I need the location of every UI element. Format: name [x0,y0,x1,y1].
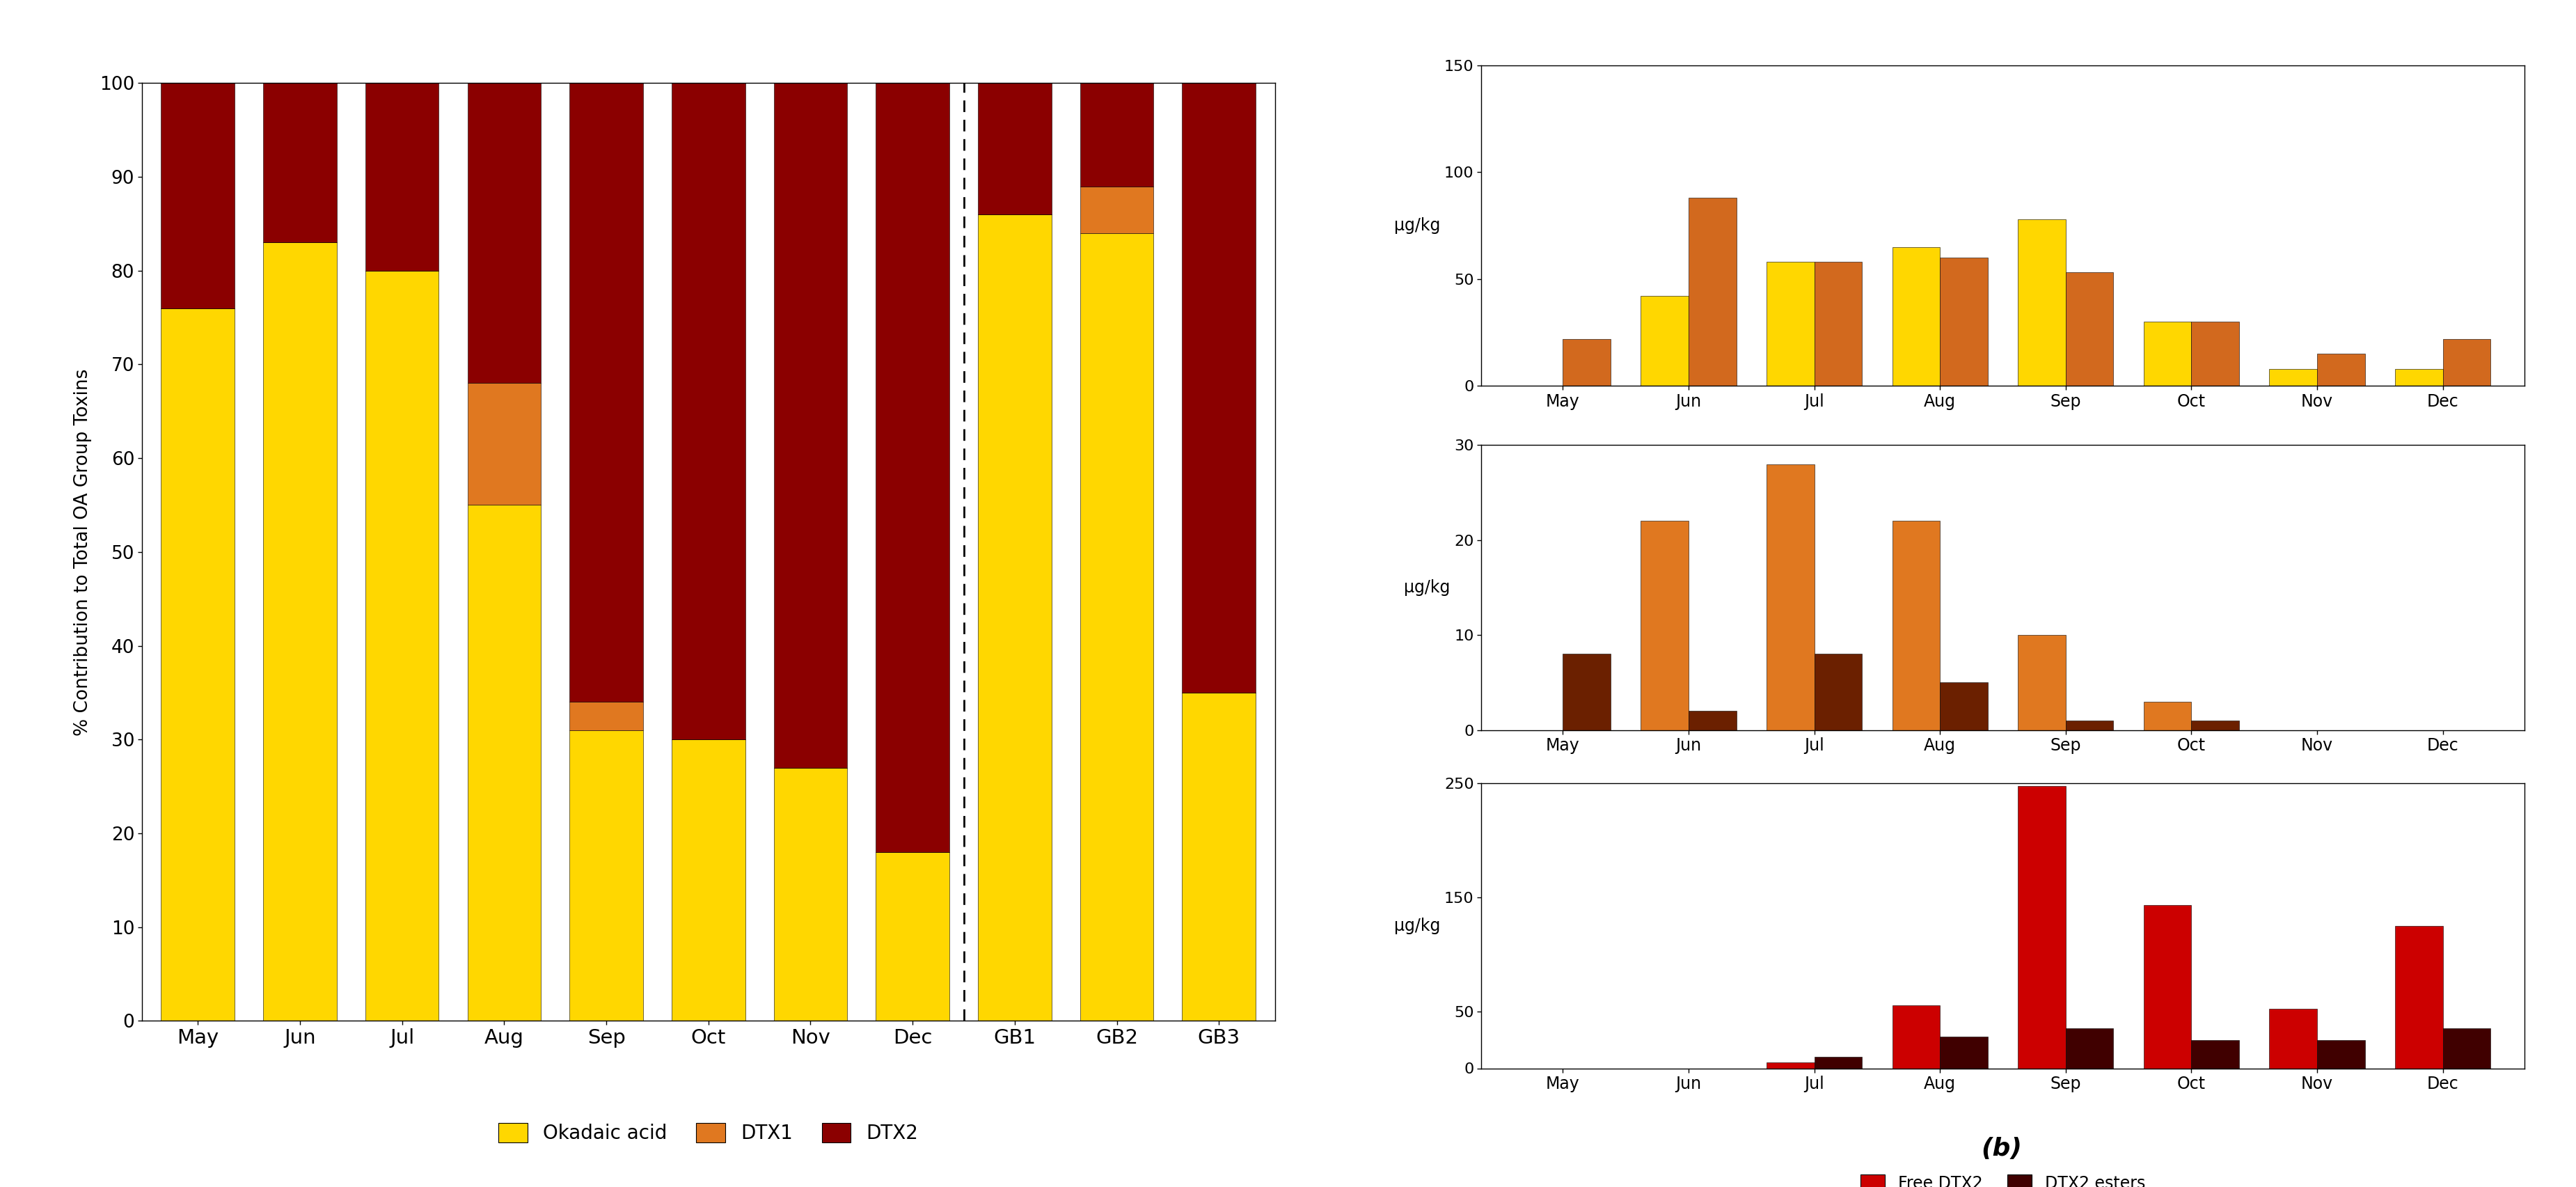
Bar [2192,322,2239,386]
Bar [2066,721,2112,730]
Legend: Free DTX2, DTX2 esters: Free DTX2, DTX2 esters [1855,1168,2151,1187]
Bar [672,740,744,1021]
Bar [1767,262,1814,386]
Bar [1767,1062,1814,1068]
Bar [366,83,438,271]
Bar [466,506,541,1021]
Bar [1893,247,1940,386]
Text: (b): (b) [1981,1137,2022,1161]
Bar [1814,1056,1862,1068]
Bar [876,852,951,1021]
Bar [2017,635,2066,730]
Bar [162,309,234,1021]
Bar [1690,198,1736,386]
Legend: Free DTX1, DTX1 esters: Free DTX1, DTX1 esters [1855,830,2151,861]
Bar [1940,258,1989,386]
Y-axis label: μg/kg: μg/kg [1394,217,1440,234]
Bar [2066,273,2112,386]
Bar [2269,369,2316,386]
Bar [2066,1028,2112,1068]
Bar [569,730,644,1021]
Bar [2192,721,2239,730]
Bar [1079,186,1154,233]
Bar [263,242,337,1021]
Bar [1814,262,1862,386]
Bar [773,768,848,1021]
Bar [2143,906,2192,1068]
Y-axis label: μg/kg: μg/kg [1404,579,1450,596]
Bar [1641,521,1690,730]
Bar [569,83,644,702]
Bar [366,271,438,1021]
Bar [876,83,951,852]
Legend: Okadaic acid, DTX1, DTX2: Okadaic acid, DTX1, DTX2 [492,1115,925,1151]
Bar [1893,1005,1940,1068]
Bar [773,83,848,768]
Bar [162,83,234,309]
Bar [979,83,1051,215]
Legend: Free OA, OA esters: Free OA, OA esters [1875,484,2130,514]
Bar [466,383,541,506]
Bar [2143,702,2192,730]
Bar [1767,464,1814,730]
Bar [2017,786,2066,1068]
Bar [263,83,337,242]
Bar [2396,369,2442,386]
Bar [1690,711,1736,730]
Bar [1079,83,1154,186]
Bar [2269,1009,2316,1068]
Bar [1564,338,1610,386]
Bar [2316,354,2365,386]
Bar [466,83,541,383]
Bar [1940,1036,1989,1068]
Bar [1814,654,1862,730]
Y-axis label: % Contribution to Total OA Group Toxins: % Contribution to Total OA Group Toxins [75,368,93,736]
Bar [1641,296,1690,386]
Bar [2442,1028,2491,1068]
Bar [1182,692,1255,1021]
Bar [672,83,744,740]
Bar [1564,654,1610,730]
Bar [1079,233,1154,1021]
Bar [2017,220,2066,386]
Bar [979,215,1051,1021]
Bar [569,702,644,730]
Bar [1940,683,1989,730]
Bar [2192,1040,2239,1068]
Bar [2143,322,2192,386]
Y-axis label: μg/kg: μg/kg [1394,918,1440,934]
Bar [2316,1040,2365,1068]
Bar [1893,521,1940,730]
Bar [2396,926,2442,1068]
Bar [2442,338,2491,386]
Bar [1182,83,1255,692]
